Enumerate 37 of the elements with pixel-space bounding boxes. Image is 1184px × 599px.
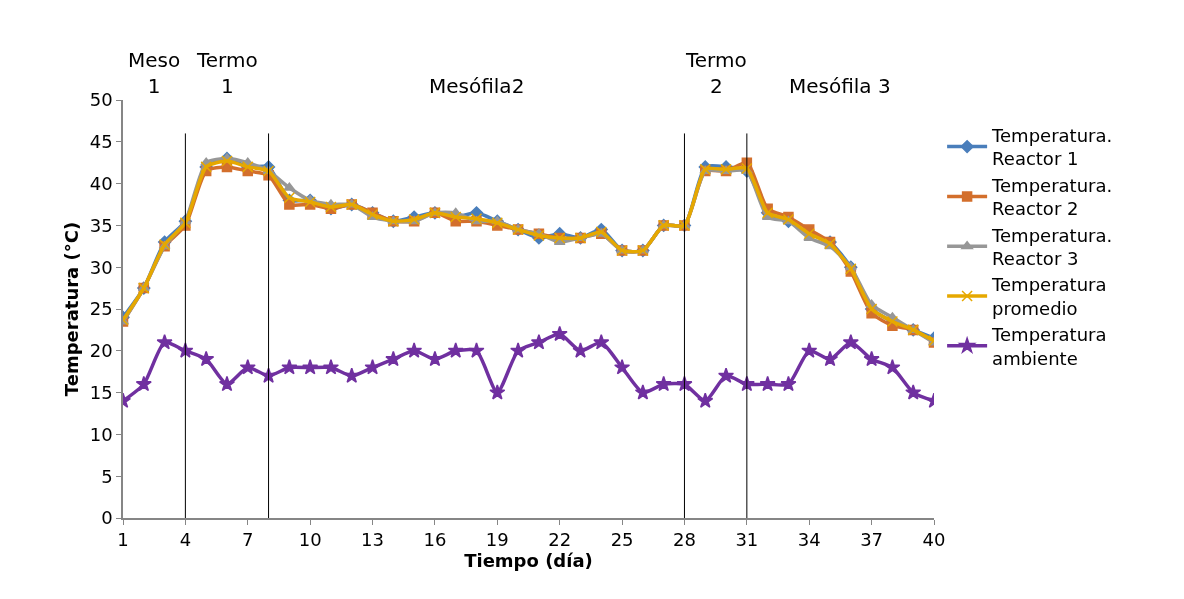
text: Mesófila2 [429, 74, 525, 98]
x-tick-label: 31 [735, 529, 759, 551]
legend-label: Temperatura promedio [991, 274, 1107, 319]
x-tick-label: 40 [922, 529, 946, 551]
y-tick-label: 50 [89, 89, 113, 111]
text: Termo 2 [685, 48, 747, 98]
y-tick-label: 30 [89, 256, 113, 278]
legend-label: Temperatura. Reactor 1 [991, 124, 1113, 170]
x-tick-label: 13 [361, 529, 384, 551]
x-tick-label: 4 [179, 529, 192, 551]
y-tick-label: 0 [101, 507, 113, 529]
x-tick-label: 22 [548, 529, 572, 551]
x-tick-label: 34 [797, 529, 821, 551]
y-tick-label: 5 [101, 465, 113, 487]
text: Termo 1 [196, 48, 258, 98]
x-tick-label: 28 [673, 529, 696, 551]
y-tick-label: 35 [89, 214, 113, 236]
x-tick-label: 7 [242, 529, 254, 551]
y-tick-label: 40 [89, 172, 113, 194]
x-tick-label: 19 [485, 529, 509, 551]
x-axis-title: Tiempo (día) [464, 550, 593, 572]
y-tick-label: 20 [89, 340, 113, 362]
x-tick-label: 37 [860, 529, 884, 551]
legend-label: Temperatura. Reactor 2 [991, 174, 1113, 220]
y-tick-label: 15 [89, 381, 113, 403]
y-tick-label: 45 [89, 131, 113, 153]
x-tick-label: 25 [610, 529, 634, 551]
y-axis-title: Temperatura (°C) [61, 221, 83, 397]
legend-label: Temperatura ambiente [991, 324, 1107, 369]
text: Mesófila 3 [789, 74, 891, 98]
y-tick-label: 25 [89, 298, 113, 320]
text: Meso 1 [128, 48, 181, 98]
x-tick-label: 16 [423, 529, 447, 551]
legend-label: Temperatura. Reactor 3 [991, 224, 1113, 269]
y-tick-label: 10 [89, 423, 113, 445]
x-tick-label: 10 [298, 529, 322, 551]
x-tick-label: 1 [117, 529, 129, 551]
